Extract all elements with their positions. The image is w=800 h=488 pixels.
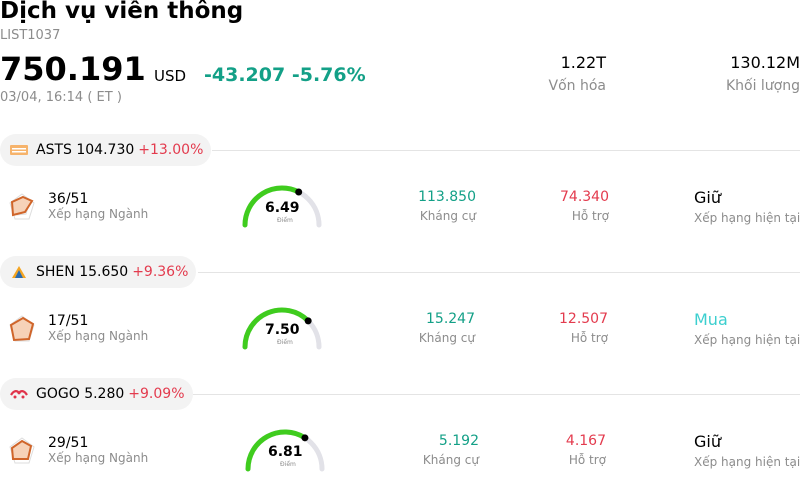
current-rating-label: Xếp hạng hiện tại — [694, 211, 800, 225]
market-cap-value: 1.22T — [560, 53, 606, 72]
support-label: Hỗ trợ — [571, 209, 609, 223]
industry-rank-label: Xếp hạng Ngành — [48, 329, 149, 343]
stock-price: 104.730 — [76, 142, 135, 158]
support-label: Hỗ trợ — [570, 331, 608, 345]
radar-chart-icon — [9, 437, 35, 464]
industry-rank: 36/51 — [48, 191, 89, 207]
score-gauge[interactable] — [238, 180, 328, 230]
current-rating-label: Xếp hạng hiện tại — [694, 455, 800, 469]
resistance-label: Kháng cự — [419, 209, 476, 223]
support-value: 12.507 — [559, 311, 608, 327]
stock-chip-shen[interactable]: SHEN 15.650 +9.36% — [0, 256, 197, 288]
score-value: 6.49 — [265, 200, 300, 216]
score-value: 6.81 — [268, 444, 303, 460]
score-gauge-marker — [304, 317, 312, 325]
support-label: Hỗ trợ — [568, 453, 606, 467]
resistance-value: 113.850 — [418, 189, 476, 205]
resistance-label: Kháng cự — [422, 453, 479, 467]
change-value: -43.207 — [204, 64, 286, 86]
gogo-logo-icon — [10, 387, 28, 401]
current-rating: Mua — [694, 310, 728, 329]
current-rating: Giữ — [694, 188, 721, 207]
score-gauge-marker — [301, 434, 309, 442]
volume-value: 130.12M — [730, 53, 800, 72]
shen-logo-icon — [10, 265, 28, 279]
radar-chart-icon — [9, 315, 35, 342]
price-change: -43.207 -5.76% — [204, 64, 366, 86]
ticker: ASTS — [36, 142, 72, 158]
score-gauge-marker — [295, 188, 303, 196]
stock-change: +13.00% — [138, 142, 204, 158]
currency: USD — [154, 67, 187, 85]
volume-label: Khối lượng — [725, 78, 800, 94]
divider — [193, 394, 800, 395]
industry-rank: 17/51 — [48, 313, 89, 329]
stock-price: 15.650 — [79, 264, 129, 280]
score-gauge-fill — [242, 307, 311, 350]
score-label: Điểm — [280, 461, 296, 468]
industry-rank: 29/51 — [48, 435, 89, 451]
radar-chart-icon — [9, 193, 35, 220]
stock-chip-asts[interactable]: ASTS 104.730 +13.00% — [0, 134, 212, 166]
divider — [198, 272, 800, 273]
ticker: SHEN — [36, 264, 75, 280]
support-value: 74.340 — [560, 189, 609, 205]
support-value: 4.167 — [565, 433, 606, 449]
divider — [212, 150, 800, 151]
score-value: 7.50 — [265, 322, 300, 338]
score-label: Điểm — [277, 217, 293, 224]
current-rating-label: Xếp hạng hiện tại — [694, 333, 800, 347]
stock-change: +9.09% — [128, 386, 185, 402]
score-gauge-fill — [245, 429, 308, 472]
resistance-value: 15.247 — [426, 311, 475, 327]
change-percent: -5.76% — [291, 64, 366, 86]
list-code: LIST1037 — [0, 28, 61, 43]
score-gauge[interactable] — [241, 424, 331, 474]
score-gauge[interactable] — [238, 302, 328, 352]
score-label: Điểm — [277, 339, 293, 346]
ticker: GOGO — [36, 386, 80, 402]
current-rating: Giữ — [694, 432, 721, 451]
industry-rank-label: Xếp hạng Ngành — [48, 207, 149, 221]
stock-chip-gogo[interactable]: GOGO 5.280 +9.09% — [0, 378, 193, 410]
market-cap-label: Vốn hóa — [548, 78, 606, 94]
score-gauge-fill — [242, 185, 302, 228]
industry-rank-label: Xếp hạng Ngành — [48, 451, 149, 465]
page-title: Dịch vụ viễn thông — [0, 0, 244, 24]
stock-change: +9.36% — [132, 264, 189, 280]
resistance-value: 5.192 — [438, 433, 479, 449]
asts-logo-icon — [10, 143, 28, 157]
stock-price: 5.280 — [84, 386, 125, 402]
index-price: 750.191 — [0, 50, 146, 88]
timestamp: 03/04, 16:14 ( ET ) — [0, 90, 122, 105]
resistance-label: Kháng cự — [418, 331, 475, 345]
